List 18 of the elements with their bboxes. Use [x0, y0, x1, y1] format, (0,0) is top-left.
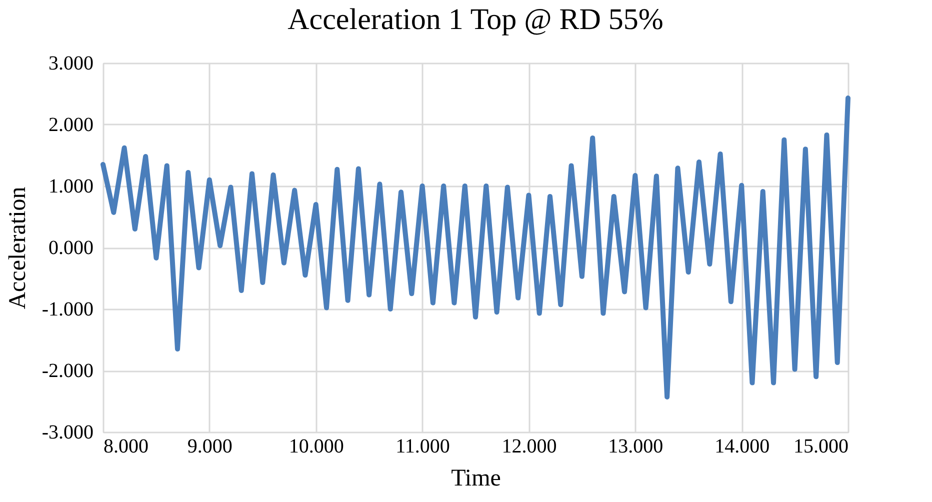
x-tick-label: 15.000	[794, 436, 848, 458]
y-tick-label: 2.000	[48, 114, 94, 136]
y-tick-label: -2.000	[42, 360, 94, 382]
y-axis-title: Acceleration	[4, 186, 31, 310]
chart-title: Acceleration 1 Top @ RD 55%	[288, 3, 664, 36]
x-tick-label: 12.000	[502, 436, 557, 458]
x-tick-label: 14.000	[714, 436, 770, 458]
x-axis-title: Time	[451, 466, 501, 492]
y-tick-label: -1.000	[42, 298, 94, 320]
y-tick-label: 3.000	[48, 52, 94, 74]
x-tick-label: 10.000	[288, 436, 344, 458]
y-tick-label: 1.000	[48, 176, 94, 198]
x-tick-label: 9.000	[187, 436, 232, 458]
x-tick-label: 8.000	[104, 436, 148, 458]
x-tick-label: 11.000	[396, 436, 450, 458]
x-tick-label: 13.000	[608, 436, 664, 458]
y-tick-label: 0.000	[48, 237, 94, 259]
y-tick-label: -3.000	[42, 422, 94, 444]
